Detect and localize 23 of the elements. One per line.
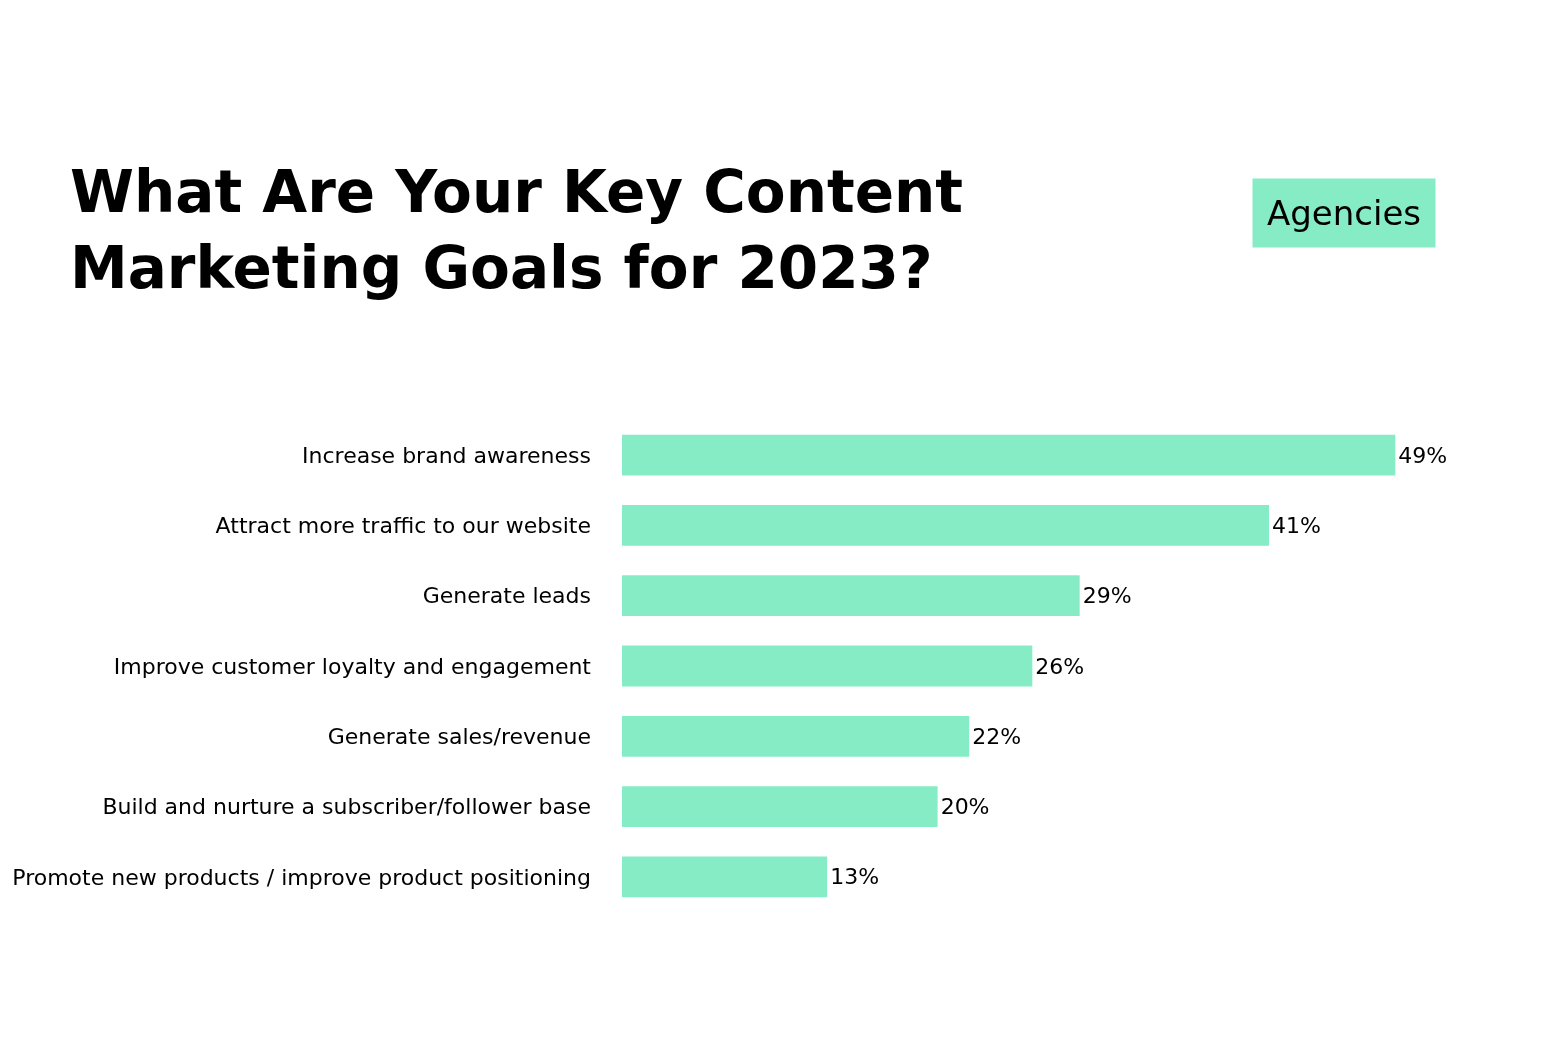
data-label: 13%	[830, 864, 880, 890]
data-label: 49%	[1398, 442, 1448, 468]
y-tick-label: Build and nurture a subscriber/follower base	[102, 794, 591, 820]
data-label: 29%	[1082, 583, 1132, 609]
y-tick-label: Attract more traffic to our website	[215, 513, 591, 539]
chart-title: What Are Your Key Content Marketing Goals for 2023?	[70, 158, 964, 302]
y-tick-label: Increase brand awareness	[302, 442, 591, 468]
bar	[622, 434, 1396, 476]
data-label: 41%	[1272, 512, 1321, 538]
y-tick-label: Generate sales/revenue	[327, 723, 591, 749]
chart-subtitle: Agencies	[1267, 193, 1422, 233]
y-tick-label: Promote new products / improve product positioning	[12, 864, 591, 890]
bar	[622, 505, 1270, 546]
bar	[622, 715, 970, 757]
bar	[622, 856, 828, 898]
data-label: 22%	[972, 723, 1022, 749]
bar	[622, 645, 1033, 687]
bar	[622, 786, 938, 827]
data-label: 20%	[940, 794, 990, 820]
bar	[622, 575, 1080, 617]
data-label: 26%	[1035, 653, 1085, 679]
y-tick-label: Improve customer loyalty and engagement	[113, 653, 592, 679]
y-tick-label: Generate leads	[422, 583, 591, 609]
